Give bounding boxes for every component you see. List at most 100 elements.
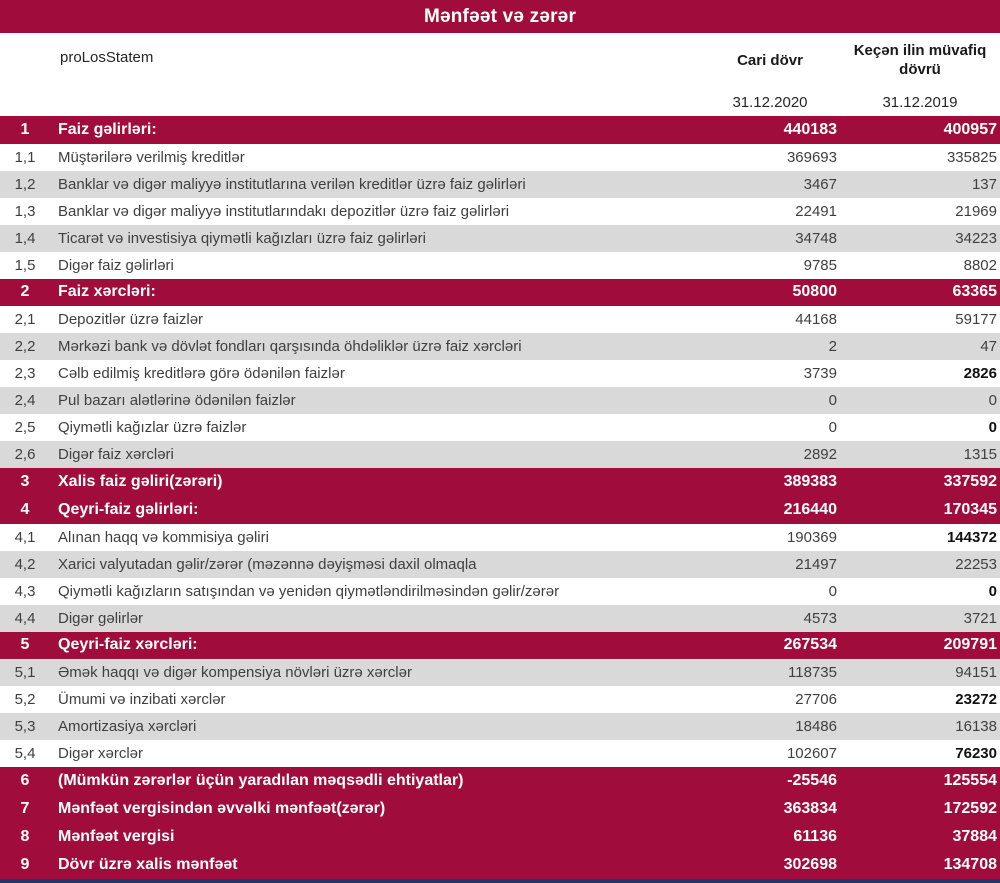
row-label: Xarici valyutadan gəlir/zərər (məzənnə d…	[58, 555, 477, 573]
row-value-current: 118735	[788, 664, 837, 682]
table-row: 1,4 Ticarət və investisiya qiymətli kağı…	[0, 224, 1000, 252]
row-value-previous: 22253	[955, 555, 997, 573]
bottom-border-line	[0, 879, 1000, 883]
row-index: 4,3	[14, 582, 36, 600]
row-index: 1,5	[14, 256, 36, 274]
row-value-previous: 47	[980, 338, 997, 356]
row-value-previous: 63365	[952, 283, 998, 301]
table-row: 2,3 Cəlb edilmiş kreditlərə görə ödənilə…	[0, 360, 1000, 388]
row-index: 2,1	[14, 311, 36, 329]
page-title: Mənfəət və zərər	[423, 5, 577, 27]
table-row: 2,2 Mərkəzi bank və dövlət fondları qarş…	[0, 333, 1000, 361]
table-row: 7 Mənfəət vergisindən əvvəlki mənfəət(zə…	[0, 795, 1000, 823]
table-row: 5,2 Ümumi və inzibati xərclər 27706 2327…	[0, 686, 1000, 714]
row-index: 1,2	[14, 175, 36, 193]
table-row: 2,1 Depozitlər üzrə faizlər 44168 59177	[0, 306, 1000, 334]
row-label: Faiz xərcləri:	[58, 283, 156, 301]
row-value-previous: 8802	[963, 256, 997, 274]
row-value-previous: 21969	[955, 202, 997, 220]
row-value-current: 22491	[795, 202, 837, 220]
row-label: Digər faiz xərcləri	[58, 446, 174, 464]
row-value-previous: 1315	[963, 446, 997, 464]
table-row: 4,1 Alınan haqq və kommisiya gəliri 1903…	[0, 523, 1000, 551]
row-label: Qiymətli kağızların satışından və yenidə…	[58, 582, 560, 600]
row-value-current: 0	[828, 392, 837, 410]
row-label: Mənfəət vergisindən əvvəlki mənfəət(zərə…	[58, 800, 386, 817]
row-value-current: 2	[828, 338, 837, 356]
row-value-previous: 76230	[955, 745, 997, 763]
table-row: 5,3 Amortizasiya xərcləri 18486 16138	[0, 713, 1000, 741]
row-value-current: 363834	[783, 800, 837, 817]
table-row: 2 Faiz xərcləri: 50800 63365	[0, 278, 1000, 307]
row-value-previous: 16138	[955, 718, 997, 736]
row-value-previous: 37884	[952, 827, 998, 845]
row-value-previous: 144372	[946, 528, 997, 546]
table-row: 2,6 Digər faiz xərcləri 2892 1315	[0, 441, 1000, 468]
row-value-current: 44168	[795, 311, 837, 329]
table-row: 1,5 Digər faiz gəlirləri 9785 8802	[0, 251, 1000, 279]
table-row: 6 (Mümkün zərərlər üçün yaradılan məqsəd…	[0, 767, 1000, 796]
row-label: Qeyri-faiz xərcləri:	[58, 636, 198, 654]
row-index: 8	[20, 827, 30, 845]
table-row: 4,4 Digər gəlirlər 4573 3721	[0, 604, 1000, 632]
row-label: Müştərilərə verilmiş kreditlər	[58, 148, 245, 166]
row-value-current: 34748	[795, 229, 837, 247]
row-index: 3	[20, 472, 30, 490]
column-previous-period: Keçən ilin müvafiq dövrü 31.12.2019	[840, 33, 1000, 116]
row-value-current: 3739	[803, 365, 837, 383]
row-index: 7	[20, 800, 30, 817]
row-label: Qiymətli kağızlar üzrə faizlər	[58, 419, 247, 437]
row-index: 1,4	[14, 229, 36, 247]
row-label: Banklar və digər maliyyə institutlarına …	[58, 175, 526, 193]
row-index: 5,2	[14, 691, 36, 709]
row-value-previous: 0	[988, 419, 997, 437]
row-value-previous: 34223	[955, 229, 997, 247]
row-index: 4,2	[14, 555, 36, 573]
table-row: 2,4 Pul bazarı alətlərinə ödənilən faizl…	[0, 387, 1000, 415]
row-value-previous: 2826	[963, 365, 997, 383]
row-index: 2,5	[14, 419, 36, 437]
column-header: proLosStatem Cari dövr 31.12.2020 Keçən …	[0, 33, 1000, 116]
row-index: 5,3	[14, 718, 36, 736]
row-value-current: 216440	[783, 500, 837, 518]
row-value-current: 50800	[792, 283, 838, 301]
table-row: 1,2 Banklar və digər maliyyə institutlar…	[0, 170, 1000, 198]
table-row: 8 Mənfəət vergisi 61136 37884	[0, 822, 1000, 851]
column-current-period: Cari dövr 31.12.2020	[700, 33, 840, 116]
table-row: 1,1 Müştərilərə verilmiş kreditlər 36969…	[0, 143, 1000, 171]
row-label: Əmək haqqı və digər kompensiya növləri ü…	[58, 664, 412, 682]
row-index: 9	[20, 855, 30, 873]
row-value-previous: 172592	[943, 800, 997, 817]
row-value-current: 267534	[783, 636, 837, 654]
row-value-current: 21497	[795, 555, 837, 573]
row-value-previous: 137	[971, 175, 997, 193]
row-index: 4,4	[14, 609, 36, 627]
table-row: 4 Qeyri-faiz gəlirləri: 216440 170345	[0, 495, 1000, 524]
table-row: 5 Qeyri-faiz xərcləri: 267534 209791	[0, 631, 1000, 660]
row-value-previous: 337592	[943, 472, 997, 490]
row-label: Faiz gəlirləri:	[58, 120, 157, 138]
row-label: Amortizasiya xərcləri	[58, 718, 197, 736]
row-label: Mərkəzi bank və dövlət fondları qarşısın…	[58, 338, 522, 356]
row-value-previous: 3721	[963, 609, 997, 627]
row-value-current: 389383	[783, 472, 837, 490]
column-current-period-date: 31.12.2020	[732, 94, 808, 111]
row-label: Depozitlər üzrə faizlər	[58, 311, 204, 329]
row-value-previous: 0	[988, 392, 997, 410]
row-value-previous: 59177	[955, 311, 997, 329]
row-value-current: -25546	[787, 772, 837, 790]
row-index: 4	[20, 500, 30, 518]
row-label: Xalis faiz gəliri(zərəri)	[58, 472, 223, 490]
row-label: Pul bazarı alətlərinə ödənilən faizlər	[58, 392, 296, 410]
row-label: Dövr üzrə xalis mənfəət	[58, 855, 238, 873]
row-value-current: 3467	[803, 175, 837, 193]
table-row: 1,3 Banklar və digər maliyyə institutlar…	[0, 197, 1000, 225]
row-value-previous: 125554	[943, 772, 997, 790]
row-value-previous: 134708	[943, 855, 997, 873]
row-value-current: 9785	[803, 256, 837, 274]
row-value-previous: 170345	[943, 500, 997, 518]
row-value-previous: 400957	[943, 120, 997, 138]
row-value-current: 0	[828, 582, 837, 600]
row-label: Banklar və digər maliyyə institutlarında…	[58, 202, 510, 220]
